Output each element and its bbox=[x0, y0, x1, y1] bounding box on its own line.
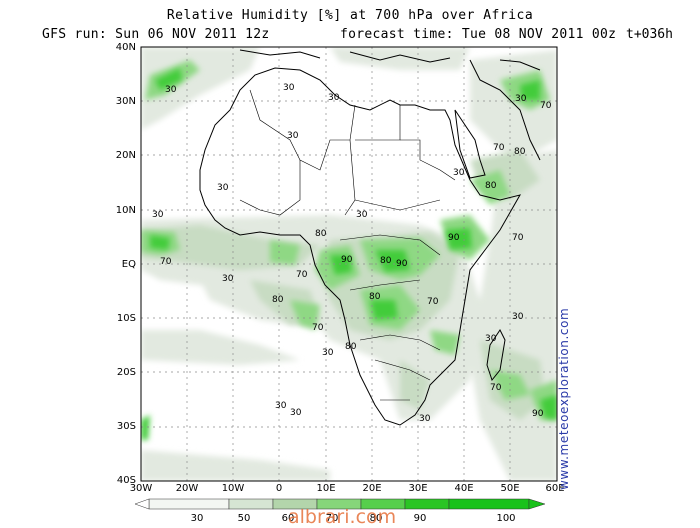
colorbar-label-80: 80 bbox=[369, 513, 383, 524]
lon-label-60e: 60E bbox=[545, 483, 565, 494]
contour-label-80: 80 bbox=[315, 229, 327, 239]
contour-label-90: 90 bbox=[396, 259, 408, 269]
lat-label-20s: 20S bbox=[116, 367, 136, 378]
plot-frame bbox=[140, 46, 558, 482]
contour-label-70: 70 bbox=[512, 233, 524, 243]
graticule bbox=[141, 47, 557, 481]
contour-label-70: 70 bbox=[296, 270, 308, 280]
contour-label-80: 80 bbox=[485, 181, 497, 191]
colorbar-label-90: 90 bbox=[413, 513, 427, 524]
contour-label-90: 90 bbox=[448, 233, 460, 243]
contour-label-30: 30 bbox=[275, 401, 287, 411]
lon-label-30w: 30W bbox=[129, 483, 153, 494]
forecast-time-label: forecast time: Tue 08 NOV 2011 00z bbox=[340, 27, 617, 42]
colorbar-right-arrow bbox=[528, 498, 546, 510]
contour-label-30: 30 bbox=[217, 183, 229, 193]
lon-label-0: 0 bbox=[275, 483, 283, 494]
colorbar-label-100: 100 bbox=[496, 513, 516, 524]
contour-label-30: 30 bbox=[419, 414, 431, 424]
contour-label-80: 80 bbox=[345, 342, 357, 352]
contour-label-30: 30 bbox=[328, 93, 340, 103]
lon-label-20e: 20E bbox=[362, 483, 382, 494]
colorbar bbox=[134, 498, 546, 510]
contour-label-30: 30 bbox=[290, 408, 302, 418]
contour-label-30: 30 bbox=[222, 274, 234, 284]
lon-label-20w: 20W bbox=[175, 483, 199, 494]
lat-label-10n: 10N bbox=[115, 205, 136, 216]
contour-label-70: 70 bbox=[540, 101, 552, 111]
lat-label-10s: 10S bbox=[116, 313, 136, 324]
contour-label-70: 70 bbox=[312, 323, 324, 333]
lat-label-20n: 20N bbox=[115, 150, 136, 161]
forecast-step-label: t+036h bbox=[626, 27, 673, 42]
coastlines bbox=[199, 49, 541, 426]
colorbar-label-50: 50 bbox=[237, 513, 251, 524]
contour-label-70: 70 bbox=[160, 257, 172, 267]
colorbar-box-2 bbox=[228, 498, 274, 510]
contour-label-30: 30 bbox=[485, 334, 497, 344]
watermark: albrari.com bbox=[288, 506, 397, 528]
contour-label-90: 90 bbox=[341, 255, 353, 265]
contour-label-80: 80 bbox=[514, 147, 526, 157]
contour-label-70: 70 bbox=[493, 143, 505, 153]
borders bbox=[239, 89, 456, 401]
contour-label-80: 80 bbox=[272, 295, 284, 305]
lon-label-10w: 10W bbox=[221, 483, 245, 494]
contour-label-30: 30 bbox=[515, 94, 527, 104]
gfs-run-label: GFS run: Sun 06 NOV 2011 12z bbox=[42, 27, 270, 42]
contour-label-30: 30 bbox=[356, 210, 368, 220]
contour-label-30: 30 bbox=[512, 312, 524, 322]
colorbar-box-7 bbox=[448, 498, 530, 510]
colorbar-label-70: 70 bbox=[325, 513, 339, 524]
contour-label-70: 70 bbox=[490, 383, 502, 393]
lat-label-eq: EQ bbox=[121, 259, 136, 270]
humidity-field bbox=[141, 47, 557, 481]
map-title: Relative Humidity [%] at 700 hPa over Af… bbox=[166, 8, 534, 23]
colorbar-label-30: 30 bbox=[190, 513, 204, 524]
lat-label-30s: 30S bbox=[116, 421, 136, 432]
lat-label-40n: 40N bbox=[115, 42, 136, 53]
contour-label-90: 90 bbox=[532, 409, 544, 419]
contour-label-30: 30 bbox=[165, 85, 177, 95]
contour-label-30: 30 bbox=[453, 168, 465, 178]
source-credit: www.meteoexploration.com bbox=[557, 307, 571, 490]
contour-label-70: 70 bbox=[427, 297, 439, 307]
lon-label-30e: 30E bbox=[408, 483, 428, 494]
lon-label-40e: 40E bbox=[454, 483, 474, 494]
lon-label-50e: 50E bbox=[500, 483, 520, 494]
colorbar-box-1 bbox=[148, 498, 230, 510]
contour-labels: 30 30 30 30 30 30 30 30 30 30 30 30 30 3… bbox=[152, 83, 552, 424]
contour-label-30: 30 bbox=[287, 131, 299, 141]
lat-label-30n: 30N bbox=[115, 96, 136, 107]
colorbar-left-arrow bbox=[134, 498, 150, 510]
colorbar-box-6 bbox=[404, 498, 450, 510]
contour-label-80: 80 bbox=[369, 292, 381, 302]
lon-label-10e: 10E bbox=[316, 483, 336, 494]
contour-label-30: 30 bbox=[322, 348, 334, 358]
contour-label-80: 80 bbox=[380, 256, 392, 266]
contour-label-30: 30 bbox=[152, 210, 164, 220]
lat-label-40s: 40S bbox=[116, 475, 136, 486]
contour-label-30: 30 bbox=[283, 83, 295, 93]
colorbar-label-60: 60 bbox=[281, 513, 295, 524]
